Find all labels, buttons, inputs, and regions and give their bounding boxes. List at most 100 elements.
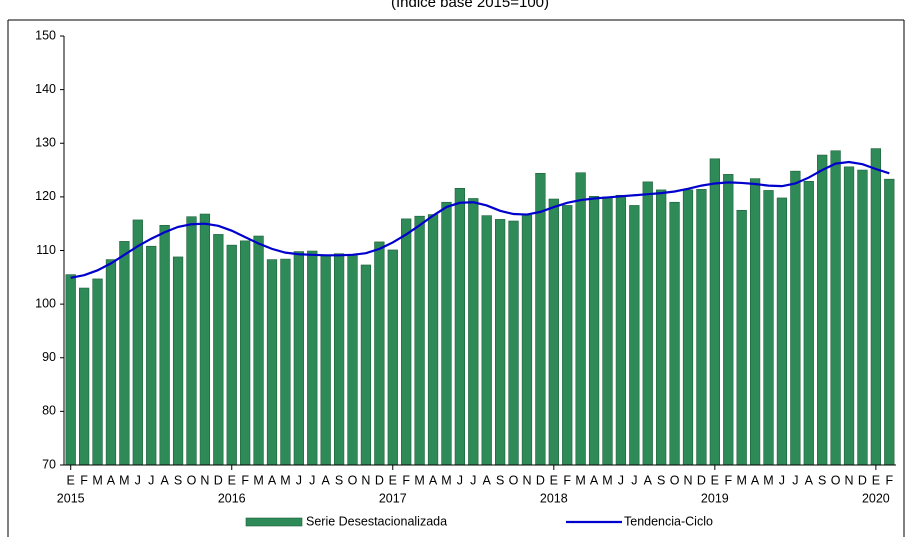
bar <box>535 172 546 466</box>
x-tick-label: J <box>631 473 637 487</box>
x-group-label: 2015 <box>57 491 85 505</box>
bar <box>280 258 291 466</box>
bar <box>629 205 640 466</box>
x-tick-label: N <box>522 473 531 487</box>
x-tick-label: N <box>683 473 692 487</box>
legend-swatch <box>245 517 303 527</box>
bar <box>548 198 559 466</box>
x-group-label: 2017 <box>379 491 407 505</box>
bar <box>562 205 573 466</box>
y-tick-label: 130 <box>35 136 56 150</box>
bar <box>588 196 600 466</box>
x-tick-label: A <box>429 473 438 487</box>
bar <box>642 181 653 466</box>
x-tick-label: A <box>751 473 760 487</box>
bar <box>186 216 197 466</box>
bar <box>575 172 586 466</box>
bar <box>92 278 103 466</box>
bar <box>682 189 694 466</box>
bar <box>414 215 425 466</box>
x-tick-label: E <box>872 473 880 487</box>
bar <box>347 254 358 466</box>
x-tick-label: J <box>148 473 154 487</box>
x-tick-label: D <box>536 473 545 487</box>
bar <box>776 197 788 466</box>
x-tick-label: N <box>845 473 854 487</box>
bar <box>494 219 506 466</box>
x-tick-label: D <box>375 473 384 487</box>
bar <box>884 178 895 466</box>
y-tick-label: 70 <box>42 457 56 471</box>
y-tick-label: 90 <box>42 350 56 364</box>
x-group-label: 2020 <box>862 491 890 505</box>
x-tick-label: J <box>792 473 798 487</box>
bar <box>870 148 882 466</box>
x-tick-label: A <box>590 473 599 487</box>
x-tick-label: E <box>228 473 236 487</box>
bar <box>454 187 466 466</box>
y-tick-label: 150 <box>35 28 56 42</box>
bar <box>427 214 439 466</box>
x-tick-label: J <box>470 473 476 487</box>
x-tick-label: O <box>187 473 197 487</box>
x-tick-label: M <box>414 473 424 487</box>
y-tick-label: 120 <box>35 189 56 203</box>
legend-label: Serie Desestacionalizada <box>306 514 447 528</box>
x-tick-label: A <box>322 473 331 487</box>
bar <box>65 274 76 466</box>
x-tick-label: O <box>670 473 680 487</box>
bar <box>615 194 627 466</box>
y-tick-label: 140 <box>35 82 56 96</box>
bar <box>830 150 841 466</box>
bar <box>508 220 519 466</box>
x-tick-label: M <box>736 473 746 487</box>
x-tick-label: A <box>268 473 277 487</box>
bar <box>307 250 318 466</box>
bar <box>146 245 157 466</box>
x-tick-label: M <box>575 473 585 487</box>
x-tick-label: O <box>509 473 519 487</box>
x-tick-label: O <box>348 473 358 487</box>
bar <box>749 178 761 466</box>
bar <box>669 201 680 466</box>
x-tick-label: A <box>805 473 814 487</box>
x-tick-label: M <box>253 473 263 487</box>
bar <box>521 214 533 466</box>
x-tick-label: J <box>457 473 463 487</box>
bar <box>132 219 143 466</box>
bar <box>481 215 492 466</box>
bar <box>723 174 734 466</box>
bar <box>78 287 90 466</box>
x-tick-label: A <box>107 473 116 487</box>
bar <box>199 213 211 466</box>
y-tick-label: 100 <box>35 296 56 310</box>
bar <box>656 189 667 466</box>
bar <box>333 253 345 466</box>
x-tick-label: S <box>657 473 665 487</box>
bar <box>374 241 385 466</box>
y-tick-label: 110 <box>36 243 56 257</box>
x-tick-label: M <box>92 473 102 487</box>
x-tick-label: E <box>67 473 75 487</box>
x-tick-label: F <box>724 473 732 487</box>
bar <box>468 198 479 466</box>
x-tick-label: D <box>697 473 706 487</box>
x-tick-label: O <box>831 473 841 487</box>
x-tick-label: F <box>402 473 410 487</box>
legend-label: Tendencia-Ciclo <box>624 514 713 528</box>
x-tick-label: M <box>280 473 290 487</box>
x-tick-label: A <box>483 473 492 487</box>
x-tick-label: F <box>80 473 88 487</box>
bar <box>857 169 868 466</box>
x-tick-label: A <box>644 473 653 487</box>
bar <box>696 189 707 466</box>
x-group-label: 2019 <box>701 491 729 505</box>
x-tick-label: J <box>309 473 315 487</box>
x-tick-label: S <box>174 473 182 487</box>
x-tick-label: E <box>550 473 558 487</box>
bar <box>803 181 814 466</box>
x-tick-label: J <box>618 473 624 487</box>
x-tick-label: E <box>389 473 397 487</box>
bar <box>266 259 278 466</box>
